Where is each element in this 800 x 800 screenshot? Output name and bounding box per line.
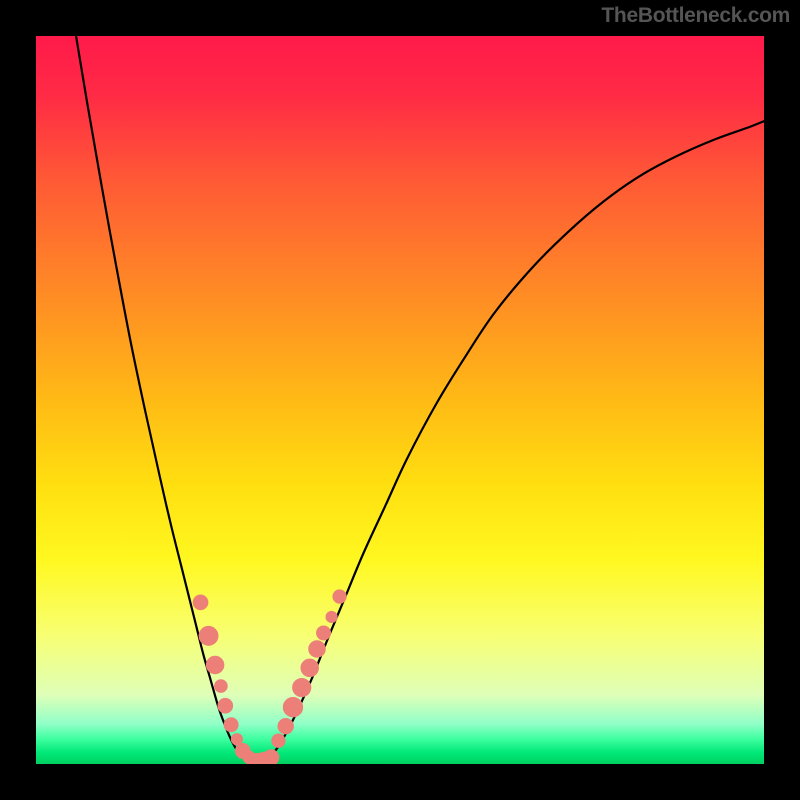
chart-container: TheBottleneck.com bbox=[0, 0, 800, 800]
data-marker bbox=[199, 626, 218, 645]
data-marker bbox=[193, 595, 208, 610]
watermark-text: TheBottleneck.com bbox=[601, 4, 790, 28]
data-marker bbox=[231, 734, 242, 745]
data-marker bbox=[317, 626, 331, 640]
data-marker bbox=[309, 641, 326, 658]
data-marker bbox=[283, 698, 302, 717]
data-marker bbox=[326, 611, 337, 622]
data-marker bbox=[333, 590, 346, 603]
data-marker bbox=[224, 718, 238, 732]
data-marker bbox=[206, 656, 224, 674]
bottleneck-chart bbox=[0, 0, 800, 800]
data-marker bbox=[215, 680, 228, 693]
plot-area bbox=[36, 36, 764, 767]
data-marker bbox=[301, 659, 319, 677]
gradient-background bbox=[36, 36, 764, 764]
data-marker bbox=[278, 718, 293, 733]
data-marker bbox=[263, 750, 278, 765]
data-marker bbox=[293, 678, 311, 696]
data-marker bbox=[272, 734, 285, 747]
data-marker bbox=[218, 698, 233, 713]
